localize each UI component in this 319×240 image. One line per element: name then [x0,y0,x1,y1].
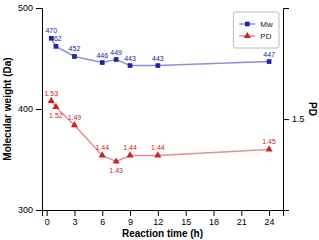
y-tick-mark [36,109,42,110]
x-tick-label: 12 [153,217,163,227]
legend-item: PD [239,32,271,41]
plot-area [48,36,273,164]
legend-swatch-marker [245,22,250,27]
data-labels: 4704624524464494434434471.531.521.491.44… [44,27,276,173]
x-tick: 0 [45,210,50,227]
x-tick-label: 21 [237,217,247,227]
y-tick-mark [36,210,42,211]
series-point [266,145,273,151]
x-tick-mark [158,210,159,216]
x-axis-line [43,211,284,217]
y2-tick-label: 1.5 [292,114,305,124]
data-label: 452 [69,45,81,52]
series-point [54,44,59,49]
x-tick-mark [213,210,214,216]
x-tick-mark [47,210,48,216]
chart-svg: 0 3 6 9 12 15 18 21 24 300 400 500 1.5 Reaction time … [0,0,319,240]
data-label: 1.52 [49,112,63,119]
series-point [267,59,272,64]
data-label: 447 [263,51,275,58]
y-tick-label: 500 [18,3,33,13]
x-tick-label: 9 [128,217,133,227]
legend-label: Mw [260,20,273,29]
series-point [114,57,119,62]
x-tick: 24 [265,210,275,227]
series-point [154,151,161,157]
data-label: 462 [50,35,62,42]
x-tick: 3 [72,210,77,227]
data-label: 1.45 [262,138,276,145]
y-axis: 300 400 500 [18,3,43,215]
x-tick-label: 3 [72,217,77,227]
series-point [48,97,55,103]
chart-container: 0 3 6 9 12 15 18 21 24 300 400 500 1.5 Reaction time … [0,0,319,240]
y2-tick: 1.5 [283,114,305,124]
series-point [128,63,133,68]
data-label: 1.49 [68,114,82,121]
x-tick-mark [269,210,270,216]
series-point [52,103,59,109]
data-label: 1.44 [123,144,137,151]
x-tick-label: 0 [45,217,50,227]
x-tick: 6 [100,210,105,227]
y2-axis-title: PD [307,102,318,116]
x-tick: 21 [237,210,247,227]
y2-tick-mark [283,119,289,120]
y-tick: 500 [18,3,42,13]
x-tick-mark [241,210,242,216]
y-axis-line [36,9,43,211]
legend-label: PD [260,32,271,41]
y-tick: 400 [18,104,42,114]
x-tick-label: 6 [100,217,105,227]
x-tick-label: 24 [265,217,275,227]
x-tick-mark [130,210,131,216]
data-label: 446 [96,52,108,59]
legend-item: Mw [239,20,273,29]
x-axis-title: Reaction time (h) [122,228,203,239]
x-tick: 15 [181,210,191,227]
y2-axis: 1.5 [283,9,305,211]
y-tick: 300 [18,205,42,215]
data-label: 1.44 [151,144,165,151]
data-label: 443 [152,55,164,62]
y2-axis-line [284,9,290,211]
x-tick: 9 [128,210,133,227]
x-tick-mark [102,210,103,216]
legend: Mw PD [233,12,279,48]
data-label: 449 [110,49,122,56]
series-point [71,121,78,127]
y-axis-title: Molecular weight (Da) [2,57,13,160]
series-point [100,60,105,65]
legend-frame [233,12,279,48]
series-point [156,63,161,68]
x-tick-label: 18 [209,217,219,227]
x-tick-mark [74,210,75,216]
x-tick-label: 15 [181,217,191,227]
x-axis: 0 3 6 9 12 15 18 21 24 [43,210,284,227]
series-point [72,54,77,59]
y-tick-mark [36,8,42,9]
series-point [113,157,120,163]
series-point [99,151,106,157]
data-label: 470 [45,27,57,34]
legend-swatch-marker [244,32,251,38]
x-tick-mark [186,210,187,216]
data-label: 1.53 [44,90,58,97]
series-point [126,151,133,157]
y-tick-label: 400 [18,104,33,114]
data-label: 1.44 [95,144,109,151]
x-tick: 18 [209,210,219,227]
series-line [51,101,269,162]
y-tick-label: 300 [18,205,33,215]
data-label: 1.43 [109,167,123,174]
x-tick: 12 [153,210,163,227]
data-label: 443 [124,55,136,62]
